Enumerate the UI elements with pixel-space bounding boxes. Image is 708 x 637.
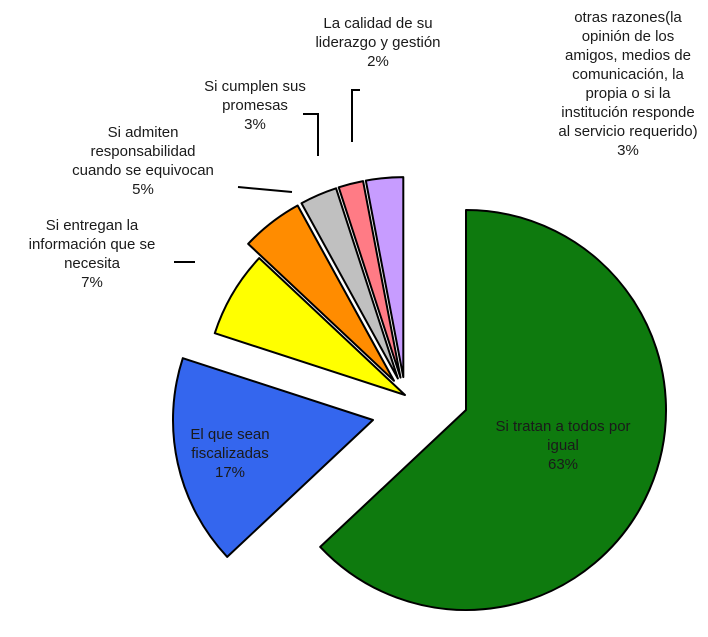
slice-label-line: Si tratan a todos por: [495, 418, 630, 435]
slice-label-line: liderazgo y gestión: [315, 34, 440, 51]
slice-label-line: igual: [547, 437, 579, 454]
slice-value-promesas: 3%: [244, 116, 266, 133]
leader-lines: [174, 89, 360, 263]
slice-value-fiscalizadas: 17%: [215, 464, 245, 481]
slice-label-line: comunicación, la: [572, 66, 684, 83]
slice-label-line: opinión de los: [582, 28, 675, 45]
slice-label-line: amigos, medios de: [565, 47, 691, 64]
leader-line-liderazgo: [351, 89, 360, 142]
slice-label-fiscalizadas: El que sean fiscalizadas 17%: [190, 426, 269, 481]
slice-value-informacion: 7%: [81, 274, 103, 291]
pie-slice-otras: [364, 176, 405, 379]
leader-line-responsabilidad: [237, 186, 293, 193]
slice-label-line: El que sean: [190, 426, 269, 443]
slice-label-line: La calidad de su: [323, 15, 432, 32]
slice-label-line: cuando se equivocan: [72, 162, 214, 179]
slice-label-line: propia o si la: [585, 85, 671, 102]
slice-label-igual: Si tratan a todos por igual 63%: [495, 418, 630, 473]
slice-label-promesas: Si cumplen sus promesas 3%: [204, 78, 306, 133]
slice-label-line: responsabilidad: [90, 143, 195, 160]
slice-value-responsabilidad: 5%: [132, 181, 154, 198]
slice-label-line: Si admiten: [108, 124, 179, 141]
pie-slice-liderazgo: [337, 180, 402, 379]
slice-label-line: necesita: [64, 255, 121, 272]
slice-value-igual: 63%: [548, 456, 578, 473]
pie-slices: [172, 176, 667, 611]
slice-label-line: Si cumplen sus: [204, 78, 306, 95]
pie-slice-promesas: [300, 187, 399, 380]
slice-label-informacion: Si entregan la información que se necesita…: [29, 217, 156, 291]
leader-line-promesas: [303, 113, 319, 156]
slice-label-line: institución responde: [561, 104, 694, 121]
slice-label-line: información que se: [29, 236, 156, 253]
slice-label-line: promesas: [222, 97, 288, 114]
slice-label-line: fiscalizadas: [191, 445, 269, 462]
pie-slice-igual: [319, 209, 667, 611]
slice-label-otras: otras razones(la opinión de los amigos, me…: [558, 9, 697, 159]
slice-label-liderazgo: La calidad de su liderazgo y gestión 2%: [315, 15, 440, 70]
slice-value-liderazgo: 2%: [367, 53, 389, 70]
pie-slice-responsabilidad: [247, 204, 395, 382]
slice-labels: Si tratan a todos por igual 63% El que sean…: [29, 9, 698, 481]
slice-label-line: Si entregan la: [46, 217, 139, 234]
slice-label-line: otras razones(la: [574, 9, 682, 26]
slice-value-otras: 3%: [617, 142, 639, 159]
pie-slice-informacion: [213, 257, 406, 396]
slice-label-responsabilidad: Si admiten responsabilidad cuando se equiv…: [72, 124, 214, 198]
pie-slice-fiscalizadas: [172, 357, 374, 558]
slice-label-line: al servicio requerido): [558, 123, 697, 140]
